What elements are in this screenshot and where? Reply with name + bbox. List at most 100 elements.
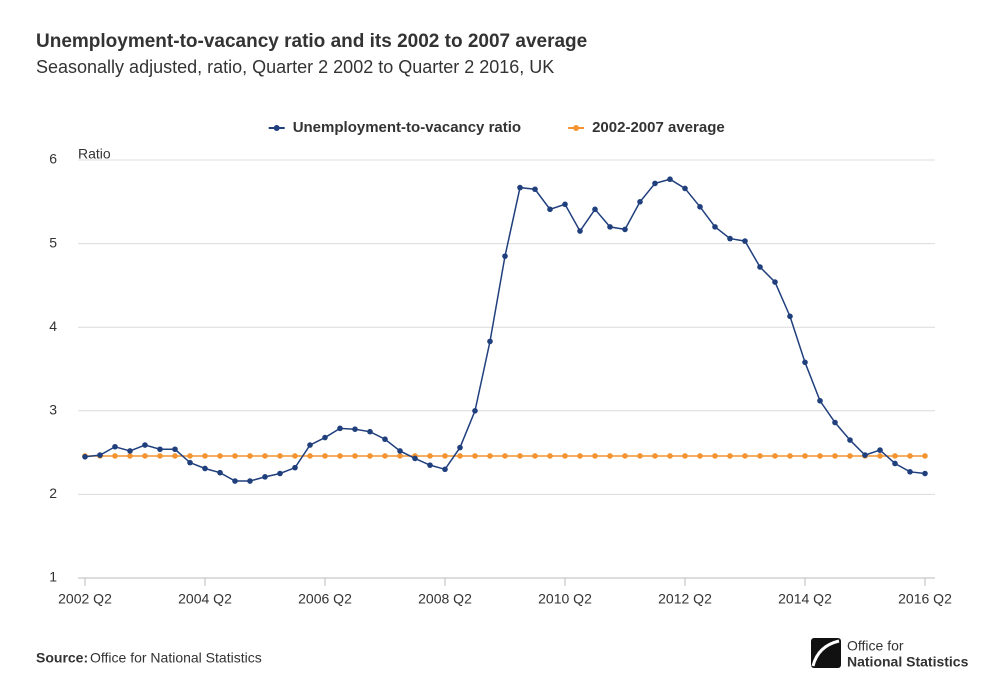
point bbox=[922, 453, 928, 459]
point bbox=[142, 442, 148, 448]
point bbox=[352, 453, 358, 459]
point bbox=[517, 453, 523, 459]
x-tick-label: 2012 Q2 bbox=[658, 591, 712, 607]
point bbox=[307, 453, 313, 459]
point bbox=[622, 226, 628, 233]
point bbox=[502, 253, 508, 259]
chart-subtitle: Seasonally adjusted, ratio, Quarter 2 20… bbox=[36, 57, 554, 77]
point bbox=[292, 464, 298, 471]
point bbox=[802, 359, 808, 366]
point bbox=[652, 453, 658, 459]
point bbox=[337, 453, 343, 459]
point bbox=[547, 206, 553, 213]
point bbox=[202, 465, 208, 472]
point bbox=[637, 453, 643, 459]
point bbox=[367, 428, 373, 435]
point bbox=[427, 453, 433, 459]
point bbox=[787, 453, 793, 459]
point bbox=[442, 453, 448, 459]
point bbox=[457, 453, 463, 459]
point bbox=[172, 453, 178, 459]
point bbox=[127, 448, 133, 454]
y-axis-label: Ratio bbox=[78, 146, 111, 162]
point bbox=[682, 185, 688, 192]
point bbox=[217, 469, 223, 476]
point bbox=[127, 453, 133, 459]
x-tick-label: 2014 Q2 bbox=[778, 591, 832, 607]
point bbox=[682, 453, 688, 459]
point bbox=[877, 447, 883, 453]
point bbox=[217, 453, 223, 459]
point bbox=[367, 453, 373, 459]
point bbox=[97, 452, 103, 458]
y-tick-label: 2 bbox=[49, 485, 57, 501]
point bbox=[772, 453, 778, 459]
point bbox=[277, 470, 283, 477]
point bbox=[742, 453, 748, 459]
x-tick-label: 2008 Q2 bbox=[418, 591, 472, 607]
point bbox=[247, 478, 253, 484]
point bbox=[697, 453, 703, 459]
point bbox=[397, 448, 403, 454]
point bbox=[712, 224, 718, 230]
point bbox=[232, 478, 238, 484]
point bbox=[757, 453, 763, 459]
point bbox=[412, 455, 418, 462]
point bbox=[247, 453, 253, 459]
point bbox=[652, 180, 658, 187]
x-tick-label: 2002 Q2 bbox=[58, 591, 112, 607]
logo-mark bbox=[811, 638, 841, 668]
legend-symbol bbox=[573, 125, 580, 131]
point bbox=[907, 469, 913, 475]
legend-label: Unemployment-to-vacancy ratio bbox=[293, 119, 521, 136]
point bbox=[517, 184, 523, 191]
point bbox=[667, 453, 673, 459]
point bbox=[82, 453, 88, 460]
point bbox=[742, 238, 748, 244]
point bbox=[112, 443, 118, 450]
y-tick-label: 6 bbox=[49, 151, 57, 167]
point bbox=[382, 436, 388, 443]
point bbox=[112, 453, 118, 459]
logo: Office for National Statistics bbox=[811, 638, 969, 670]
point bbox=[457, 444, 463, 451]
point bbox=[172, 446, 178, 453]
point bbox=[802, 453, 808, 459]
point bbox=[277, 453, 283, 459]
point bbox=[892, 460, 898, 467]
point bbox=[892, 453, 898, 459]
point bbox=[667, 176, 673, 183]
point bbox=[877, 453, 883, 459]
point bbox=[157, 446, 163, 453]
chart-title: Unemployment-to-vacancy ratio and its 20… bbox=[36, 31, 587, 52]
point bbox=[532, 186, 538, 193]
legend-symbol bbox=[273, 125, 280, 131]
x-tick-label: 2016 Q2 bbox=[898, 591, 952, 607]
point bbox=[262, 474, 268, 480]
point bbox=[532, 453, 538, 459]
y-tick-label: 1 bbox=[49, 569, 57, 585]
point bbox=[592, 206, 598, 213]
point bbox=[727, 235, 733, 242]
point bbox=[577, 228, 583, 234]
point bbox=[202, 453, 208, 459]
point bbox=[637, 199, 643, 205]
point bbox=[907, 453, 913, 459]
x-tick-label: 2006 Q2 bbox=[298, 591, 352, 607]
point bbox=[772, 279, 778, 285]
point bbox=[697, 204, 703, 210]
point bbox=[862, 452, 868, 458]
point bbox=[562, 453, 568, 459]
point bbox=[157, 453, 163, 459]
point bbox=[922, 470, 928, 477]
x-tick-label: 2010 Q2 bbox=[538, 591, 592, 607]
point bbox=[262, 453, 268, 459]
point bbox=[847, 453, 853, 459]
point bbox=[832, 419, 838, 426]
point bbox=[307, 442, 313, 448]
logo-curve bbox=[811, 639, 840, 667]
point bbox=[352, 426, 358, 432]
logo-text: National Statistics bbox=[847, 654, 969, 670]
point bbox=[487, 453, 493, 459]
